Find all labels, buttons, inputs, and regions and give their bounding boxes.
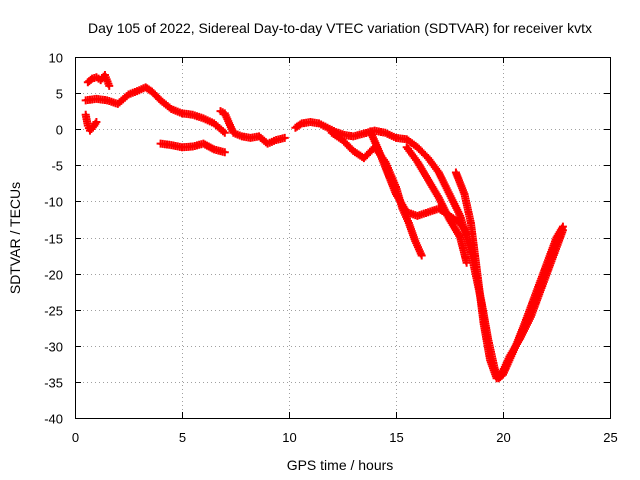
y-tick-label: -10 xyxy=(44,195,63,210)
series-track-f xyxy=(291,117,567,383)
series-track-h xyxy=(366,127,471,238)
y-axis-label: SDTVAR / TECUs xyxy=(7,182,23,294)
x-tick-label: 15 xyxy=(389,430,403,445)
data-point xyxy=(92,117,101,126)
data-point xyxy=(462,258,471,267)
series-track-d xyxy=(156,139,229,157)
y-tick-label: -20 xyxy=(44,268,63,283)
y-tick-label: -40 xyxy=(44,412,63,427)
data-point xyxy=(280,133,289,142)
x-tick-label: 5 xyxy=(179,430,186,445)
data-point xyxy=(105,81,114,90)
y-tick-label: -15 xyxy=(44,232,63,247)
data-point xyxy=(296,120,305,129)
series-track-a xyxy=(81,83,229,137)
x-tick-label: 25 xyxy=(603,430,617,445)
x-tick-label: 20 xyxy=(496,430,510,445)
data-point xyxy=(220,128,229,137)
series-track-j xyxy=(451,168,567,383)
series-track-i xyxy=(402,143,471,267)
y-tick-label: -35 xyxy=(44,376,63,391)
series-track-e xyxy=(216,107,289,148)
y-tick-label: 0 xyxy=(56,123,63,138)
data-point xyxy=(220,148,229,157)
series-track-c xyxy=(81,110,101,135)
data-point xyxy=(558,226,567,235)
y-tick-label: -30 xyxy=(44,340,63,355)
data-layer xyxy=(81,71,567,383)
series-track-b xyxy=(83,71,114,90)
x-axis-label: GPS time / hours xyxy=(287,457,394,473)
data-point xyxy=(417,251,426,260)
y-tick-label: 10 xyxy=(49,51,63,66)
y-tick-label: -25 xyxy=(44,304,63,319)
y-tick-label: -5 xyxy=(51,159,63,174)
chart-title: Day 105 of 2022, Sidereal Day-to-day VTE… xyxy=(88,20,592,36)
tick-layer: 0 5 10 15 20 25 -40 -35 -30 -25 -20 -15 -10 -5 0 5 10 xyxy=(44,51,618,446)
x-tick-label: 0 xyxy=(72,430,79,445)
x-tick-label: 10 xyxy=(282,430,296,445)
y-tick-label: 5 xyxy=(56,87,63,102)
grid-layer xyxy=(75,57,610,418)
